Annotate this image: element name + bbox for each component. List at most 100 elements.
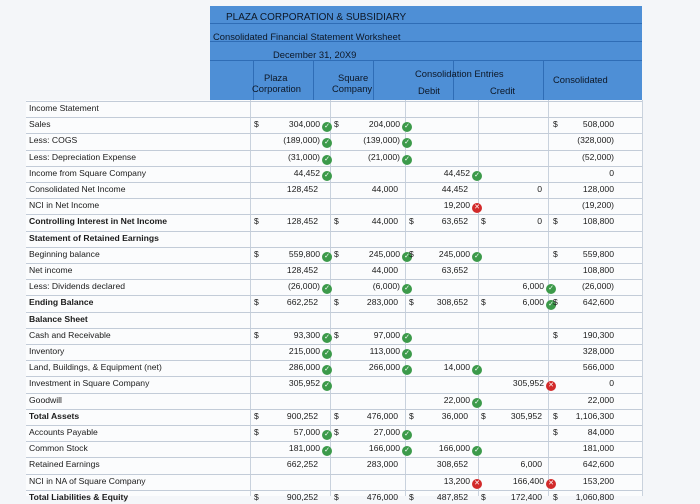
plaza-value[interactable]: 304,000 ✓ — [289, 119, 332, 132]
plaza-value[interactable]: 93,300 ✓ — [294, 330, 332, 343]
cons-value[interactable]: (19,200) — [582, 200, 614, 210]
cons-value[interactable]: 181,000 — [583, 443, 614, 453]
plaza-value[interactable]: 286,000 ✓ — [289, 362, 332, 375]
plaza-value[interactable]: 57,000 ✓ — [294, 427, 332, 440]
credit-value[interactable]: 6,000 — [520, 459, 542, 469]
square-value[interactable]: 476,000 — [367, 411, 398, 421]
square-value[interactable]: 283,000 — [367, 459, 398, 469]
cons-value[interactable]: 128,000 — [583, 184, 614, 194]
dollar-sign: $ — [254, 411, 259, 421]
plaza-value[interactable]: 900,252 — [287, 411, 318, 421]
credit-value[interactable]: 0 — [537, 184, 542, 194]
credit-value[interactable]: 305,952 — [511, 411, 542, 421]
plaza-value[interactable]: 559,800 ✓ — [289, 249, 332, 262]
square-value[interactable]: 44,000 — [372, 265, 398, 275]
square-value[interactable]: 113,000 ✓ — [370, 346, 412, 359]
table-row: Total Assets $900,252 $476,000 $36,000 $305,… — [0, 409, 642, 424]
debit-value[interactable]: 487,852 — [437, 492, 468, 502]
debit-value[interactable]: 13,200 ✕ — [444, 476, 482, 489]
debit-value[interactable]: 308,652 — [437, 459, 468, 469]
cons-value[interactable]: 566,000 — [583, 362, 614, 372]
dollar-sign: $ — [334, 216, 339, 226]
cons-value[interactable]: 108,800 — [583, 265, 614, 275]
cons-value[interactable]: 0 — [609, 168, 614, 178]
col-header-credit: Credit — [490, 85, 515, 96]
square-value[interactable]: 44,000 — [372, 216, 398, 226]
cons-value[interactable]: 642,600 — [583, 459, 614, 469]
plaza-value[interactable]: (26,000) ✓ — [288, 281, 332, 294]
square-value[interactable]: 166,000 ✓ — [369, 443, 412, 456]
check-icon: ✓ — [402, 430, 412, 440]
plaza-value[interactable]: 128,452 — [287, 184, 318, 194]
cons-value[interactable]: (52,000) — [582, 152, 614, 162]
square-value[interactable]: 97,000 ✓ — [374, 330, 412, 343]
cons-value[interactable]: 22,000 — [588, 395, 614, 405]
credit-value[interactable]: 0 — [537, 216, 542, 226]
square-value[interactable]: 44,000 — [372, 184, 398, 194]
square-value[interactable]: 27,000 ✓ — [374, 427, 412, 440]
plaza-value[interactable]: 128,452 — [287, 216, 318, 226]
square-value[interactable]: 283,000 — [367, 297, 398, 307]
debit-value[interactable]: 22,000 ✓ — [444, 395, 482, 408]
cons-value[interactable]: 190,300 — [583, 330, 614, 340]
square-value[interactable]: (21,000) ✓ — [368, 152, 412, 165]
cons-value[interactable]: 153,200 — [583, 476, 614, 486]
cons-value[interactable]: 1,060,800 — [576, 492, 614, 502]
plaza-value[interactable]: 128,452 — [287, 265, 318, 275]
square-value[interactable]: 266,000 ✓ — [369, 362, 412, 375]
row-label: Sales — [29, 119, 51, 129]
debit-value[interactable]: 245,000 ✓ — [439, 249, 482, 262]
dollar-sign: $ — [553, 119, 558, 129]
debit-value[interactable]: 36,000 — [442, 411, 468, 421]
cons-value[interactable]: 108,800 — [583, 216, 614, 226]
cons-value[interactable]: 508,000 — [583, 119, 614, 129]
credit-value[interactable]: 305,952 ✕ — [513, 378, 556, 391]
plaza-value[interactable]: 662,252 — [287, 297, 318, 307]
plaza-value[interactable]: 181,000 ✓ — [289, 443, 332, 456]
check-icon: ✓ — [472, 171, 482, 181]
cons-value[interactable]: 1,106,300 — [576, 411, 614, 421]
plaza-value[interactable]: 305,952 ✓ — [289, 378, 332, 391]
debit-value[interactable]: 19,200 ✕ — [444, 200, 482, 213]
cons-value[interactable]: (26,000) — [582, 281, 614, 291]
dollar-sign: $ — [481, 492, 486, 502]
square-value[interactable]: 245,000 ✓ — [369, 249, 412, 262]
cons-value[interactable]: 84,000 — [588, 427, 614, 437]
check-icon: ✓ — [322, 381, 332, 391]
check-icon: ✓ — [546, 284, 556, 294]
credit-value[interactable]: 172,400 — [511, 492, 542, 502]
check-icon: ✓ — [322, 430, 332, 440]
square-value[interactable]: (6,000) ✓ — [373, 281, 412, 294]
debit-value[interactable]: 44,452 ✓ — [444, 168, 482, 181]
square-value[interactable]: 204,000 ✓ — [369, 119, 412, 132]
plaza-value[interactable]: 44,452 ✓ — [294, 168, 332, 181]
cons-value[interactable]: 328,000 — [583, 346, 614, 356]
cons-value[interactable]: 0 — [609, 378, 614, 388]
cons-value[interactable]: 559,800 — [583, 249, 614, 259]
debit-value[interactable]: 44,452 — [442, 184, 468, 194]
cons-value[interactable]: 642,600 — [583, 297, 614, 307]
row-label: Statement of Retained Earnings — [29, 233, 159, 243]
debit-value[interactable]: 14,000 ✓ — [444, 362, 482, 375]
dollar-sign: $ — [553, 330, 558, 340]
debit-value[interactable]: 166,000 ✓ — [439, 443, 482, 456]
debit-value[interactable]: 63,652 — [442, 216, 468, 226]
debit-value[interactable]: 63,652 — [442, 265, 468, 275]
cons-value[interactable]: (328,000) — [577, 135, 614, 145]
error-icon: ✕ — [472, 479, 482, 489]
plaza-value[interactable]: (189,000) ✓ — [283, 135, 332, 148]
plaza-value[interactable]: 215,000 ✓ — [289, 346, 332, 359]
credit-value[interactable]: 166,400 ✕ — [513, 476, 556, 489]
square-value[interactable]: (139,000) ✓ — [363, 135, 412, 148]
plaza-value[interactable]: 900,252 — [287, 492, 318, 502]
plaza-value[interactable]: 662,252 — [287, 459, 318, 469]
credit-value[interactable]: 6,000 ✓ — [522, 281, 556, 294]
table-row: Net income 128,452 44,000 63,652 108,800 — [0, 263, 642, 278]
plaza-value[interactable]: (31,000) ✓ — [288, 152, 332, 165]
row-label: Total Liabilities & Equity — [29, 492, 128, 502]
table-row: NCI in Net Income 19,200 ✕ (19,200) — [0, 198, 642, 213]
debit-value[interactable]: 308,652 — [437, 297, 468, 307]
credit-value[interactable]: 6,000 ✓ — [522, 297, 556, 310]
square-value[interactable]: 476,000 — [367, 492, 398, 502]
